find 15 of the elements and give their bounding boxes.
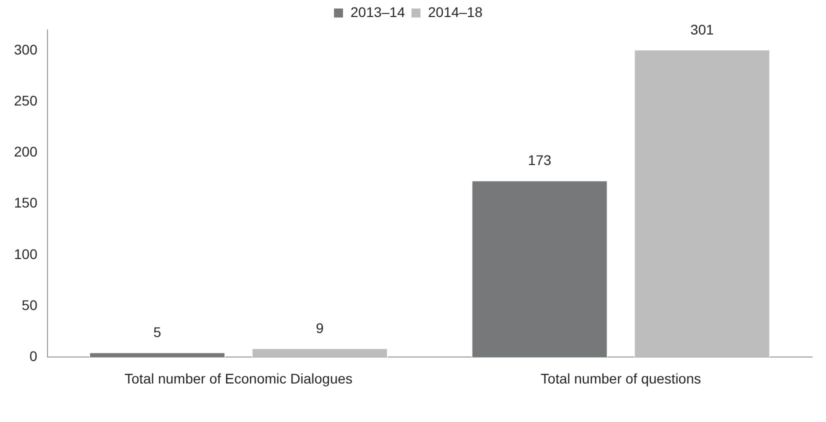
x-tick-label: Total number of questions xyxy=(540,370,702,386)
y-tick-label: 300 xyxy=(14,41,38,58)
data-label: 173 xyxy=(528,152,552,168)
data-label: 9 xyxy=(316,320,324,336)
y-tick-label: 0 xyxy=(30,348,38,364)
y-tick-label: 200 xyxy=(14,144,38,160)
x-tick-label: Total number of Economic Dialogues xyxy=(124,370,353,386)
y-tick-label: 250 xyxy=(14,92,38,108)
data-label: 5 xyxy=(153,324,162,340)
legend-label: 2013–14 xyxy=(350,4,406,20)
y-tick-label: 50 xyxy=(22,296,38,313)
y-tick-label: 100 xyxy=(14,246,38,262)
legend-label: 2014–18 xyxy=(428,4,483,20)
y-tick-label: 150 xyxy=(14,194,38,211)
data-label: 301 xyxy=(690,21,714,38)
